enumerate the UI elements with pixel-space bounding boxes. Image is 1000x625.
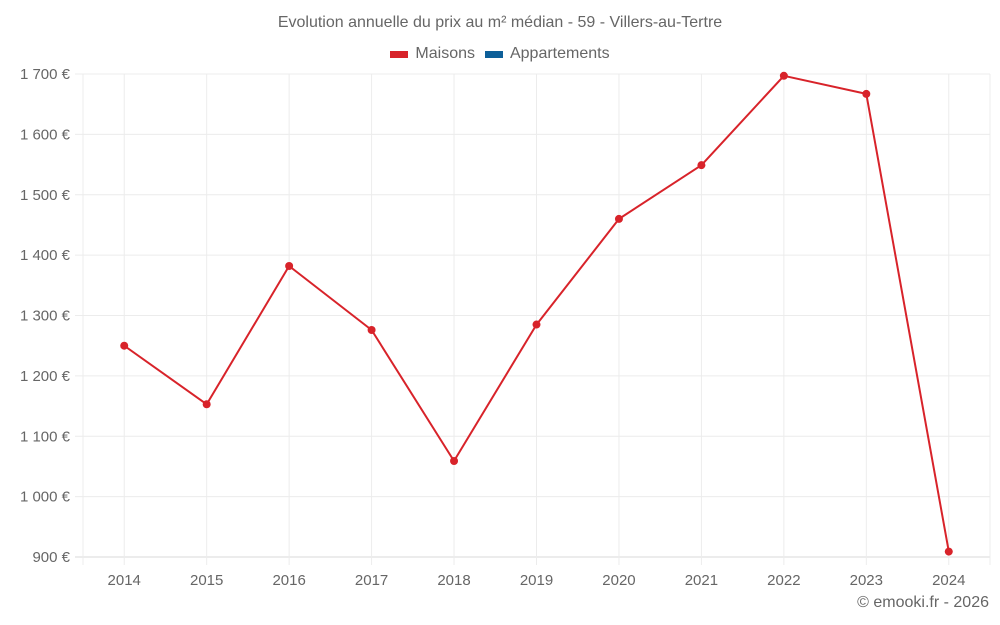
data-point[interactable] — [202, 400, 211, 409]
y-tick-label: 1 200 € — [20, 368, 71, 385]
data-point[interactable] — [120, 341, 129, 350]
data-point[interactable] — [367, 325, 376, 334]
data-point[interactable] — [285, 261, 294, 270]
y-tick-label: 1 400 € — [20, 247, 71, 264]
x-tick-label: 2024 — [932, 572, 965, 589]
x-tick-label: 2016 — [272, 572, 305, 589]
chart-title: Evolution annuelle du prix au m² médian … — [277, 14, 723, 31]
x-tick-label: 2017 — [355, 572, 388, 589]
legend: Maisons Appartements — [0, 45, 1000, 63]
x-tick-label: 2022 — [767, 572, 800, 589]
y-tick-label: 1 500 € — [20, 187, 71, 204]
x-tick-label: 2014 — [108, 572, 141, 589]
y-tick-label: 1 100 € — [20, 428, 71, 445]
x-tick-label: 2020 — [602, 572, 635, 589]
data-point[interactable] — [450, 457, 459, 466]
series-maisons — [120, 71, 953, 556]
data-point[interactable] — [532, 320, 541, 329]
x-tick-label: 2019 — [520, 572, 553, 589]
legend-swatch-maisons-icon — [390, 50, 409, 58]
x-tick-label: 2015 — [190, 572, 223, 589]
y-tick-label: 1 700 € — [20, 66, 71, 83]
data-point[interactable] — [697, 161, 706, 170]
grid-lines — [75, 73, 991, 565]
data-point[interactable] — [779, 71, 788, 80]
x-tick-label: 2023 — [850, 572, 883, 589]
legend-label-maisons: Maisons — [415, 45, 475, 62]
data-point[interactable] — [862, 89, 871, 98]
x-tick-label: 2021 — [685, 572, 718, 589]
y-tick-label: 1 300 € — [20, 308, 71, 325]
y-tick-label: 1 600 € — [20, 126, 71, 143]
x-axis: 2014 2015 2016 2017 2018 2019 2020 2021 2022 2023… — [108, 572, 966, 589]
legend-item-maisons[interactable]: Maisons — [390, 45, 475, 63]
legend-item-appartements[interactable]: Appartements — [484, 45, 610, 63]
legend-swatch-appartements-icon — [484, 50, 503, 58]
legend-label-appartements: Appartements — [509, 45, 610, 62]
y-tick-label: 1 000 € — [20, 489, 71, 506]
credit-text: © emooki.fr - 2026 — [857, 594, 989, 611]
x-tick-label: 2018 — [437, 572, 470, 589]
data-point[interactable] — [944, 547, 953, 556]
y-tick-label: 900 € — [32, 549, 70, 566]
y-axis: 900 € 1 000 € 1 100 € 1 200 € 1 300 € 1 400 €… — [20, 66, 71, 566]
data-point[interactable] — [614, 214, 623, 223]
